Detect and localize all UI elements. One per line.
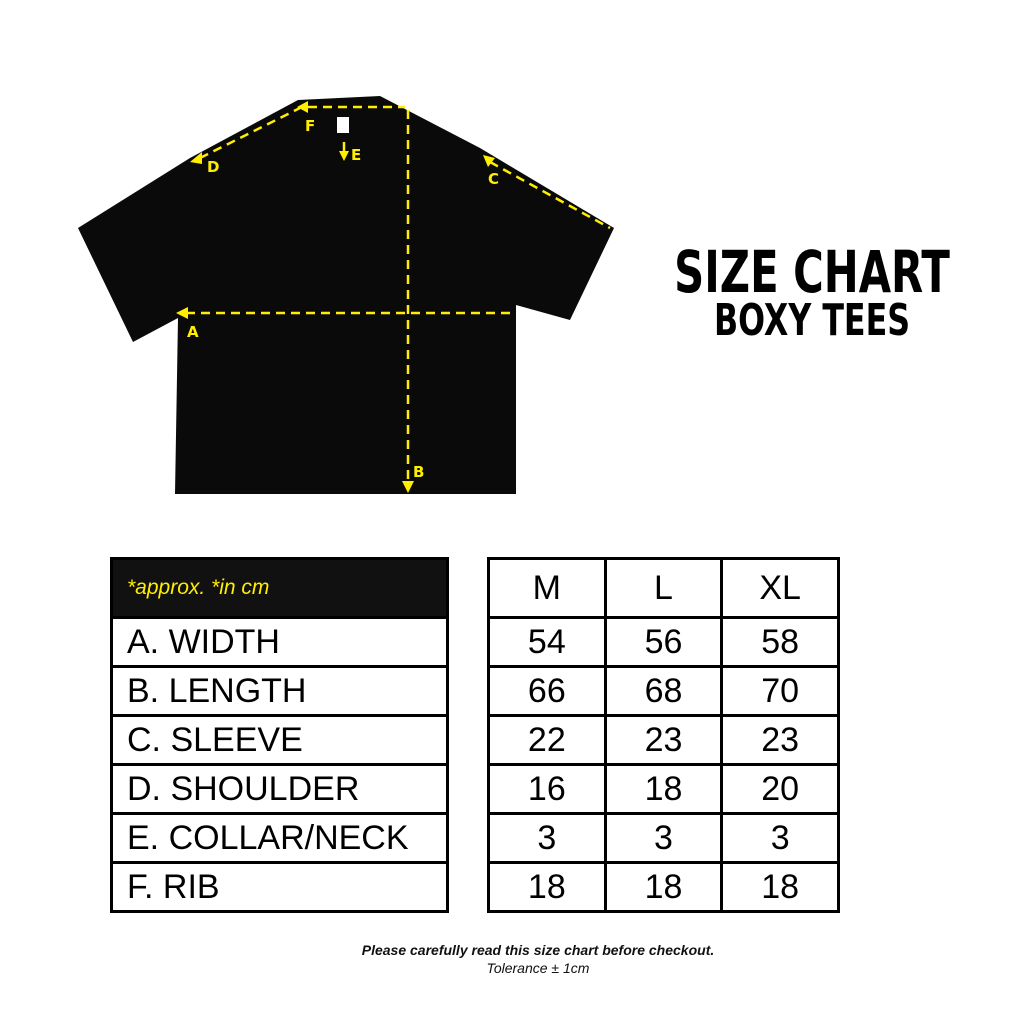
size-header: M [487, 557, 607, 619]
cell: 22 [487, 714, 607, 766]
table-row: 54 56 58 [487, 616, 840, 668]
arrow-e [339, 151, 349, 161]
cell: 56 [603, 616, 724, 668]
footer-note: Please carefully read this size chart be… [361, 942, 715, 958]
measure-line-d [199, 106, 301, 160]
row-label: E. COLLAR/NECK [110, 812, 449, 864]
label-d: D [207, 158, 219, 176]
table-row: 22 23 23 [487, 714, 840, 766]
table-row: 66 68 70 [487, 665, 840, 717]
cell: 16 [487, 763, 607, 815]
cell: 70 [720, 665, 840, 717]
cell: 3 [487, 812, 607, 864]
label-e: E [351, 146, 361, 164]
cell: 18 [720, 861, 840, 913]
arrow-c [483, 155, 495, 167]
arrow-f [297, 101, 308, 113]
cell: 58 [720, 616, 840, 668]
row-label: F. RIB [110, 861, 449, 913]
size-header-row: M L XL [487, 557, 840, 619]
size-header: L [603, 557, 724, 619]
label-c: C [488, 170, 499, 188]
row-label: C. SLEEVE [110, 714, 449, 766]
cell: 18 [603, 763, 724, 815]
label-b: B [413, 463, 424, 481]
size-header: XL [720, 557, 840, 619]
cell: 23 [603, 714, 724, 766]
cell: 18 [603, 861, 724, 913]
cell: 20 [720, 763, 840, 815]
units-note: *approx. *in cm [110, 557, 449, 619]
table-row: 16 18 20 [487, 763, 840, 815]
table-row: 18 18 18 [487, 861, 840, 913]
neck-tag [337, 117, 349, 133]
cell: 23 [720, 714, 840, 766]
arrow-b [402, 481, 414, 493]
row-label: D. SHOULDER [110, 763, 449, 815]
cell: 3 [720, 812, 840, 864]
tolerance-note: Tolerance ± 1cm [486, 960, 590, 976]
measure-line-c [489, 160, 611, 230]
cell: 3 [603, 812, 724, 864]
cell: 18 [487, 861, 607, 913]
tshirt-diagram: F E D C A B [78, 96, 614, 494]
cell: 66 [487, 665, 607, 717]
label-f: F [305, 117, 315, 135]
row-label: B. LENGTH [110, 665, 449, 717]
arrow-a [176, 307, 188, 319]
arrow-d [190, 152, 202, 164]
label-a: A [187, 323, 199, 341]
tshirt-shape [78, 96, 614, 494]
page-title: SIZE CHART [674, 238, 950, 306]
cell: 68 [603, 665, 724, 717]
cell: 54 [487, 616, 607, 668]
row-label: A. WIDTH [110, 616, 449, 668]
page-subtitle: BOXY TEES [713, 295, 911, 346]
measurement-labels-table: *approx. *in cm A. WIDTH B. LENGTH C. SL… [110, 557, 449, 913]
